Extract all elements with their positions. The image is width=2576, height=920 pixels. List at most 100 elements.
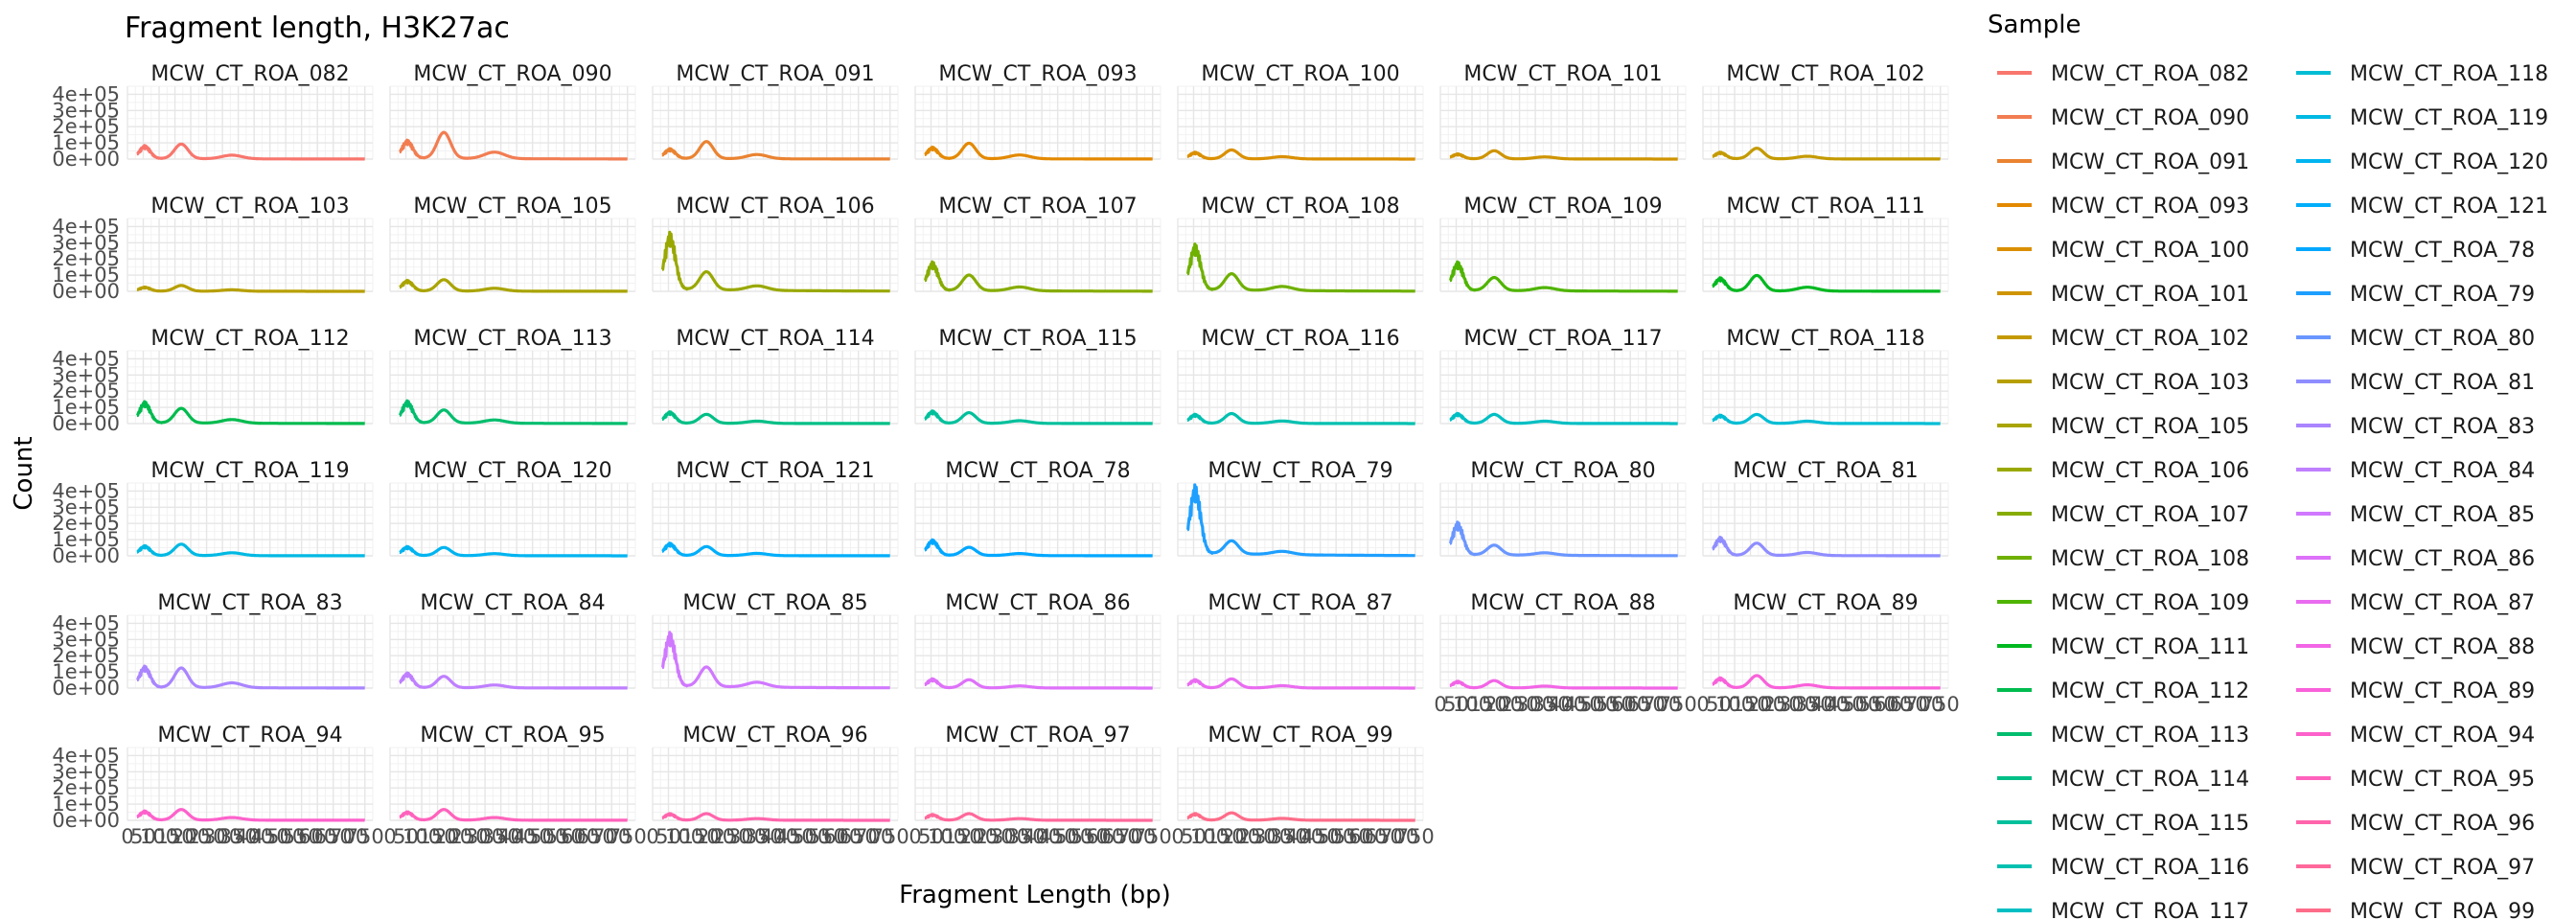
facet-MCW_CT_ROA_091: MCW_CT_ROA_091 — [652, 62, 899, 161]
panel-background — [653, 86, 898, 159]
panel-background — [1703, 615, 1948, 688]
legend-label: MCW_CT_ROA_102 — [2051, 327, 2249, 351]
x-tick-label: 500 — [529, 825, 567, 848]
y-tick-label: 1e+05 — [52, 264, 120, 287]
legend-label: MCW_CT_ROA_107 — [2051, 503, 2249, 527]
legend-label: MCW_CT_ROA_119 — [2350, 106, 2548, 130]
series-line — [1712, 147, 1942, 161]
facet-strip-label: MCW_CT_ROA_090 — [413, 62, 611, 86]
facet-MCW_CT_ROA_114: MCW_CT_ROA_114 — [652, 327, 899, 426]
x-tick-label: 200 — [959, 825, 998, 848]
facet-strip-label: MCW_CT_ROA_86 — [945, 591, 1130, 615]
facet-strip-label: MCW_CT_ROA_121 — [676, 459, 874, 483]
x-tick-label: 400 — [497, 825, 536, 848]
facet-strip-label: MCW_CT_ROA_115 — [938, 327, 1137, 351]
facet-MCW_CT_ROA_87: MCW_CT_ROA_87 — [1177, 591, 1424, 690]
x-tick-label: 550 — [1596, 693, 1634, 716]
legend-item: MCW_CT_ROA_112 — [1997, 679, 2249, 703]
facet-strip-label: MCW_CT_ROA_116 — [1201, 327, 1399, 351]
panel-background — [1178, 748, 1423, 820]
panel-background — [915, 351, 1161, 424]
series-line — [399, 130, 629, 161]
series-line — [136, 542, 366, 558]
x-tick-label: 200 — [697, 825, 735, 848]
legend-label: MCW_CT_ROA_115 — [2051, 812, 2249, 836]
facet-strip-label: MCW_CT_ROA_99 — [1208, 724, 1392, 748]
x-tick-label: 500 — [1842, 693, 1880, 716]
y-tick-label: 1e+05 — [52, 660, 120, 683]
legend-label: MCW_CT_ROA_106 — [2051, 459, 2249, 483]
x-tick-label: 650 — [1365, 825, 1403, 848]
y-tick-label: 4e+05 — [52, 611, 120, 634]
x-tick-label: 650 — [840, 825, 878, 848]
legend-label: MCW_CT_ROA_88 — [2350, 635, 2535, 659]
legend-item: MCW_CT_ROA_102 — [1997, 327, 2249, 351]
x-tick-label: 350 — [219, 825, 258, 848]
legend-item: MCW_CT_ROA_117 — [1997, 900, 2249, 920]
panel-background — [915, 218, 1161, 291]
legend-item: MCW_CT_ROA_79 — [2296, 283, 2535, 307]
y-tick-label: 1e+05 — [52, 396, 120, 419]
legend-item: MCW_CT_ROA_114 — [1997, 768, 2249, 792]
panel-background — [390, 483, 635, 556]
x-tick-label: 600 — [1874, 693, 1912, 716]
legend-item: MCW_CT_ROA_85 — [2296, 503, 2535, 527]
x-tick-label: 700 — [330, 825, 368, 848]
x-tick-label: 0 — [121, 825, 133, 848]
legend-label: MCW_CT_ROA_117 — [2051, 900, 2249, 920]
y-tick-label: 0e+00 — [52, 677, 120, 700]
series-line — [1449, 678, 1679, 690]
facet-strip-label: MCW_CT_ROA_106 — [676, 195, 874, 218]
panel-background — [1703, 483, 1948, 556]
facet-MCW_CT_ROA_117: MCW_CT_ROA_117 — [1439, 327, 1687, 426]
legend-label: MCW_CT_ROA_101 — [2051, 283, 2249, 307]
facet-MCW_CT_ROA_113: MCW_CT_ROA_113 — [389, 327, 636, 426]
y-tick-label: 0e+00 — [52, 412, 120, 435]
panel-background — [915, 86, 1161, 159]
x-tick-label: 50 — [1443, 693, 1469, 716]
facet-MCW_CT_ROA_105: MCW_CT_ROA_105 — [389, 195, 636, 293]
x-tick-label: 250 — [976, 825, 1014, 848]
legend-item: MCW_CT_ROA_120 — [2296, 150, 2548, 174]
x-tick-label: 450 — [776, 825, 815, 848]
x-tick-label: 750 — [609, 825, 647, 848]
legend-item: MCW_CT_ROA_093 — [1997, 195, 2249, 218]
legend-title: Sample — [1988, 11, 2082, 39]
series-line — [924, 141, 1154, 161]
x-tick-label: 250 — [1501, 693, 1539, 716]
x-tick-label: 50 — [393, 825, 419, 848]
facet-MCW_CT_ROA_100: MCW_CT_ROA_100 — [1177, 62, 1424, 161]
x-tick-label: 550 — [545, 825, 584, 848]
x-tick-label: 50 — [1706, 693, 1732, 716]
panel-background — [390, 748, 635, 820]
series-line — [136, 284, 366, 293]
legend-item: MCW_CT_ROA_78 — [2296, 239, 2535, 263]
series-line — [1186, 148, 1416, 161]
facet-strip-label: MCW_CT_ROA_091 — [676, 62, 874, 86]
x-tick-label: 100 — [1453, 693, 1491, 716]
x-tick-label: 650 — [1890, 693, 1928, 716]
panel-background — [127, 351, 373, 424]
panel-background — [1703, 351, 1948, 424]
legend-label: MCW_CT_ROA_85 — [2350, 503, 2535, 527]
legend-label: MCW_CT_ROA_89 — [2350, 679, 2535, 703]
facet-strip-label: MCW_CT_ROA_109 — [1463, 195, 1662, 218]
panel-background — [653, 483, 898, 556]
x-tick-label: 650 — [1627, 693, 1666, 716]
facet-MCW_CT_ROA_84: MCW_CT_ROA_84 — [389, 591, 636, 690]
x-tick-label: 0 — [1171, 825, 1184, 848]
facet-strip-label: MCW_CT_ROA_082 — [150, 62, 349, 86]
y-tick-label: 4e+05 — [52, 479, 120, 502]
legend-item: MCW_CT_ROA_81 — [2296, 371, 2535, 395]
legend-item: MCW_CT_ROA_89 — [2296, 679, 2535, 703]
x-tick-label: 150 — [1732, 693, 1770, 716]
series-line — [924, 538, 1154, 558]
facet-strip-label: MCW_CT_ROA_85 — [682, 591, 867, 615]
facet-strip-label: MCW_CT_ROA_113 — [413, 327, 611, 351]
panel-background — [915, 615, 1161, 688]
facet-MCW_CT_ROA_89: MCW_CT_ROA_89 050100150200250300350400450… — [1696, 591, 1959, 716]
series-line — [1186, 677, 1416, 690]
panel-background — [127, 615, 373, 688]
legend-label: MCW_CT_ROA_80 — [2350, 327, 2535, 351]
series-line — [399, 671, 629, 690]
